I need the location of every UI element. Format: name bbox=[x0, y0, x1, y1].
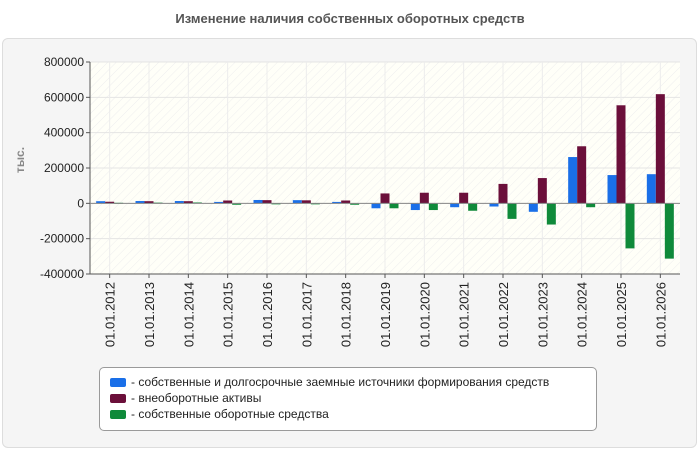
x-tick-label: 01.01.2014 bbox=[181, 282, 196, 347]
bar bbox=[214, 201, 224, 204]
chart-title: Изменение наличия собственных оборотных … bbox=[175, 11, 525, 26]
legend-swatch-icon bbox=[110, 393, 126, 403]
tick-labels: 800000 600000 400000 200000 0 -200000 -400000 0… bbox=[40, 55, 668, 347]
x-tick-label: 01.01.2026 bbox=[653, 282, 668, 347]
bar bbox=[341, 200, 351, 204]
bar bbox=[389, 203, 399, 209]
bar bbox=[450, 203, 460, 208]
bar bbox=[459, 192, 469, 204]
legend: - собственные и долгосрочные заемные ист… bbox=[99, 367, 597, 431]
bar bbox=[616, 105, 626, 204]
x-tick-label: 01.01.2013 bbox=[142, 282, 157, 347]
bar bbox=[350, 203, 360, 205]
bar bbox=[489, 203, 499, 207]
bar bbox=[332, 201, 342, 204]
y-axis-label: тыс. bbox=[13, 147, 27, 173]
bar bbox=[371, 203, 381, 209]
bar bbox=[232, 203, 242, 205]
bar bbox=[577, 146, 587, 204]
y-tick-label: 0 bbox=[77, 196, 84, 210]
bar bbox=[537, 178, 547, 204]
legend-label: - собственные и долгосрочные заемные ист… bbox=[131, 375, 550, 389]
bar bbox=[664, 203, 674, 259]
y-tick-label: 200000 bbox=[44, 161, 84, 175]
bar bbox=[568, 157, 578, 204]
legend-label: - внеоборотные активы bbox=[131, 391, 262, 405]
x-tick-label: 01.01.2018 bbox=[339, 282, 354, 347]
bar bbox=[96, 201, 106, 204]
bar bbox=[174, 201, 184, 204]
bar bbox=[507, 203, 517, 219]
bar bbox=[528, 203, 538, 212]
grid-lines bbox=[90, 61, 680, 275]
x-tick-label: 01.01.2015 bbox=[221, 282, 236, 347]
x-tick-label: 01.01.2019 bbox=[378, 282, 393, 347]
bar bbox=[607, 175, 617, 204]
legend-item: - внеоборотные активы bbox=[110, 390, 596, 406]
bar bbox=[144, 201, 154, 204]
x-tick-label: 01.01.2023 bbox=[535, 282, 550, 347]
x-tick-label: 01.01.2017 bbox=[299, 282, 314, 347]
bar bbox=[419, 192, 429, 204]
bar bbox=[380, 193, 390, 204]
bar bbox=[646, 174, 656, 204]
y-tick-label: 800000 bbox=[44, 55, 84, 69]
legend-item: - собственные и долгосрочные заемные ист… bbox=[110, 374, 596, 390]
x-tick-label: 01.01.2012 bbox=[103, 282, 118, 347]
x-tick-label: 01.01.2016 bbox=[260, 282, 275, 347]
bar bbox=[410, 203, 420, 211]
bar bbox=[135, 201, 145, 204]
x-tick-label: 01.01.2025 bbox=[614, 282, 629, 347]
legend-swatch-icon bbox=[110, 377, 126, 387]
bar bbox=[262, 200, 272, 204]
bar bbox=[586, 203, 596, 208]
axes bbox=[86, 61, 680, 278]
legend-item: - собственные оборотные средства bbox=[110, 406, 596, 422]
bar bbox=[546, 203, 556, 225]
bar bbox=[301, 200, 311, 204]
bar bbox=[625, 203, 635, 249]
legend-swatch-icon bbox=[110, 409, 126, 419]
legend-label: - собственные оборотные средства bbox=[131, 407, 329, 421]
bar bbox=[223, 200, 233, 204]
x-tick-label: 01.01.2020 bbox=[417, 282, 432, 347]
bar bbox=[428, 203, 438, 211]
bar bbox=[655, 94, 665, 204]
bar bbox=[105, 201, 115, 204]
bars bbox=[96, 94, 674, 259]
y-tick-label: -200000 bbox=[40, 232, 84, 246]
y-tick-label: 600000 bbox=[44, 90, 84, 104]
y-tick-label: 400000 bbox=[44, 126, 84, 140]
x-tick-label: 01.01.2021 bbox=[457, 282, 472, 347]
bar bbox=[183, 201, 193, 204]
bar bbox=[253, 199, 263, 204]
x-tick-label: 01.01.2024 bbox=[575, 282, 590, 347]
bar bbox=[498, 183, 508, 204]
x-tick-label: 01.01.2022 bbox=[496, 282, 511, 347]
bar bbox=[468, 203, 478, 211]
bar bbox=[292, 200, 302, 204]
y-tick-label: -400000 bbox=[40, 267, 84, 281]
